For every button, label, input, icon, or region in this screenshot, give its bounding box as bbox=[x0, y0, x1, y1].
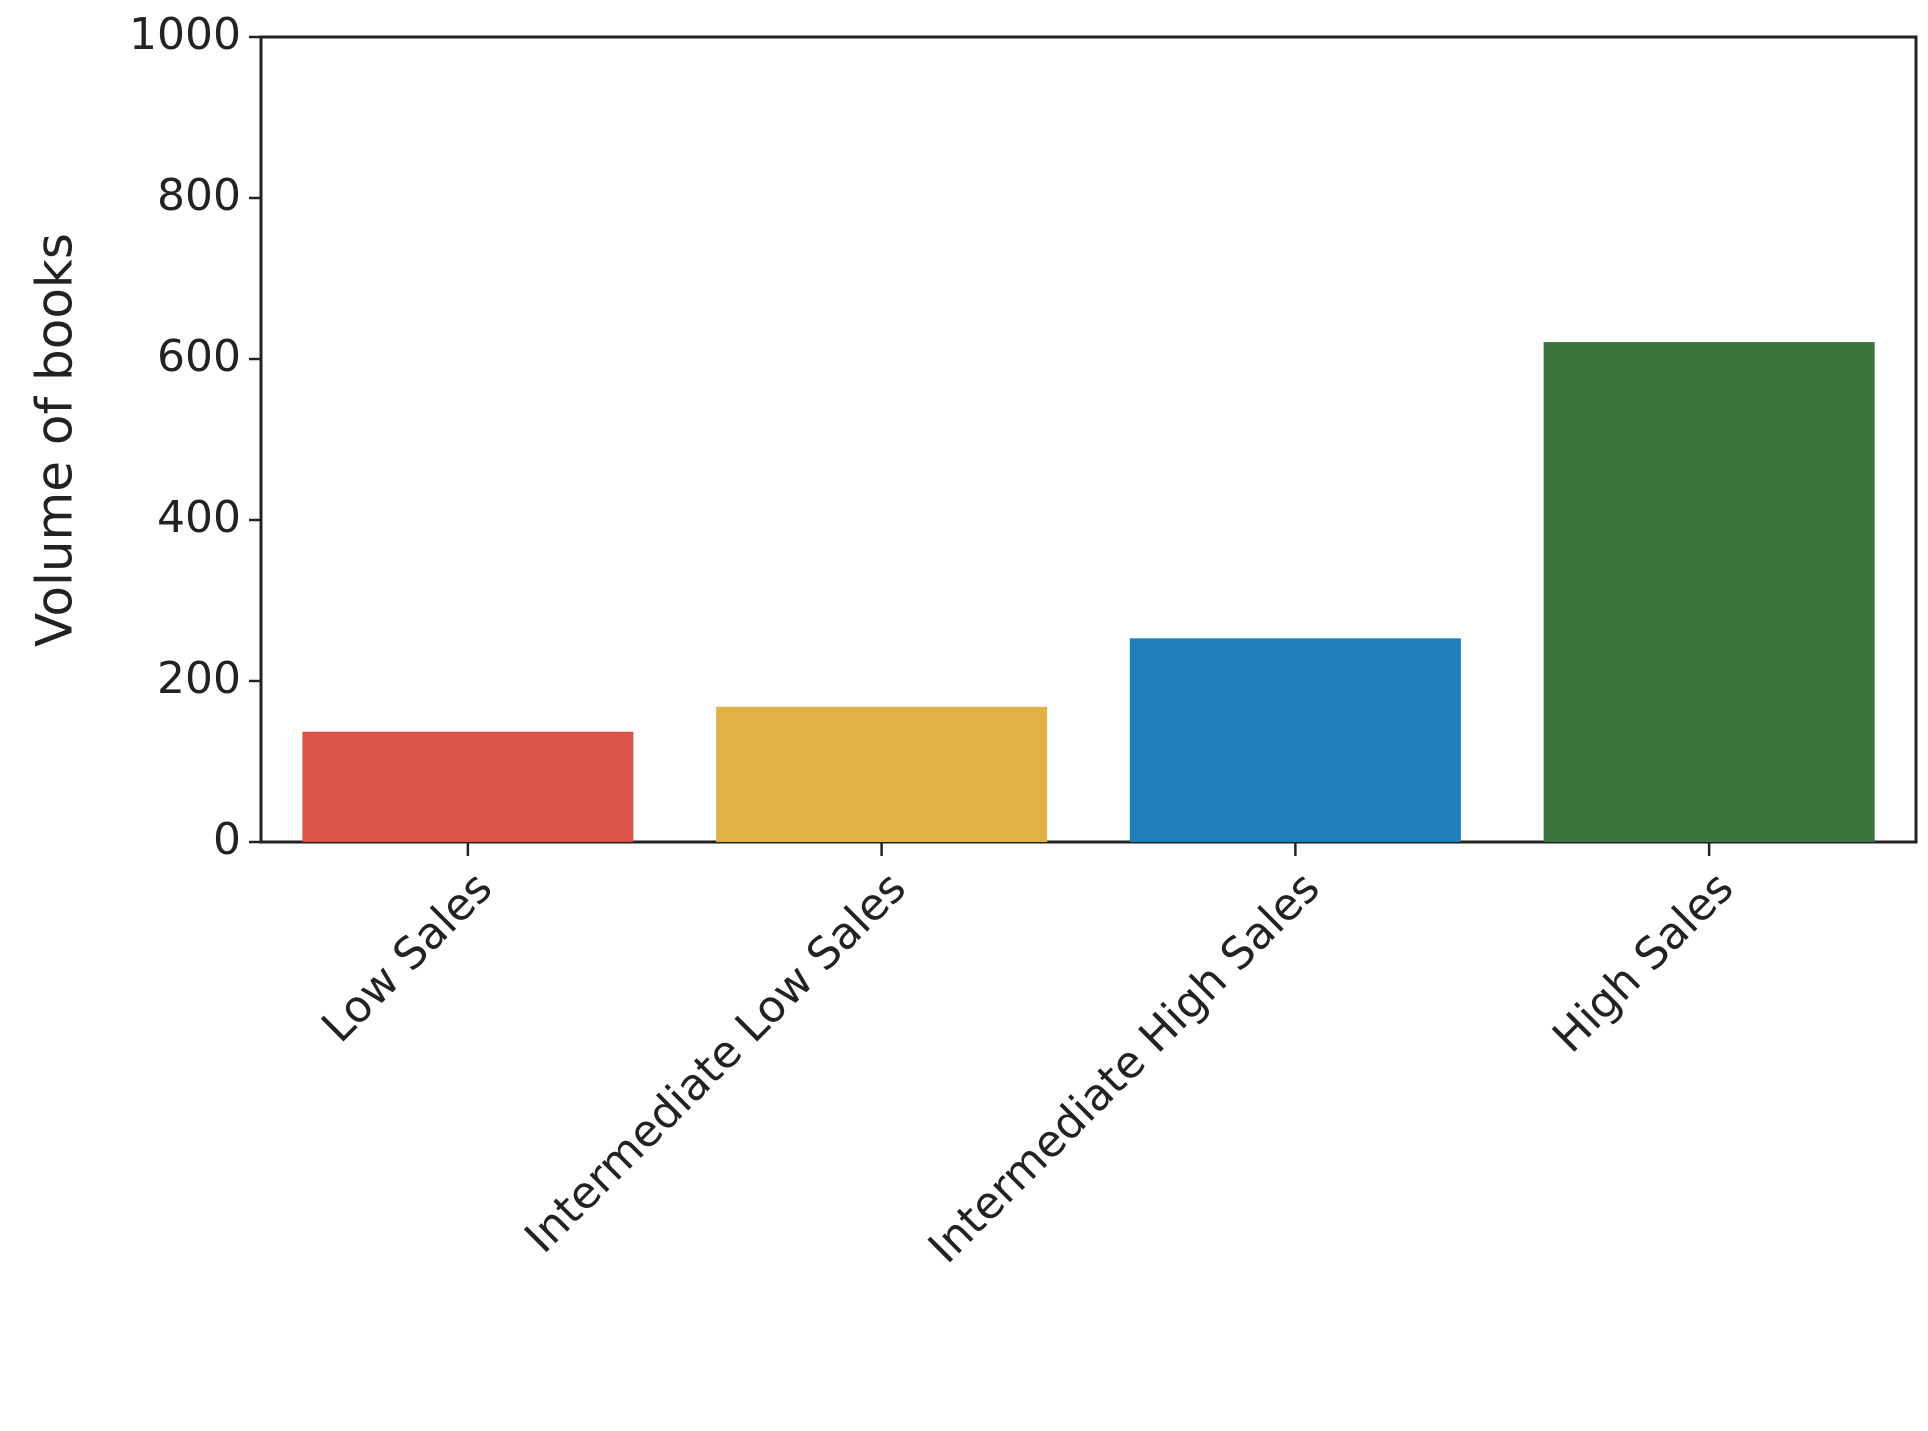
y-tick-label: 600 bbox=[157, 331, 241, 382]
plot-frame bbox=[259, 35, 1918, 844]
x-tick-label: High Sales bbox=[1543, 862, 1743, 1062]
x-tick-label: Low Sales bbox=[312, 862, 502, 1052]
bar bbox=[1129, 638, 1461, 842]
bar bbox=[716, 706, 1048, 842]
y-tick-label: 200 bbox=[157, 653, 241, 704]
x-tick-label: Intermediate Low Sales bbox=[515, 862, 916, 1263]
y-axis-label: Volume of books bbox=[26, 233, 84, 647]
x-tick-label: Intermediate High Sales bbox=[919, 862, 1330, 1273]
y-tick-label: 1000 bbox=[129, 9, 241, 60]
bar bbox=[1543, 342, 1875, 842]
y-tick-label: 0 bbox=[213, 814, 241, 865]
y-tick-label: 800 bbox=[157, 170, 241, 221]
y-tick-label: 400 bbox=[157, 492, 241, 543]
bar bbox=[302, 731, 634, 842]
